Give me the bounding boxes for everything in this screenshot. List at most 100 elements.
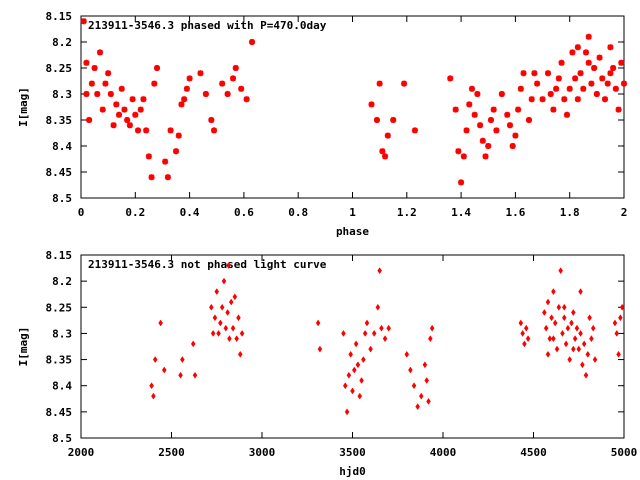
data-point (236, 314, 241, 322)
x-tick-label: 4000 (430, 446, 457, 459)
data-point (604, 80, 611, 87)
data-point (520, 70, 527, 77)
data-point (377, 267, 382, 275)
data-point (572, 75, 579, 82)
data-point (583, 371, 589, 379)
data-point (468, 85, 475, 92)
data-point (239, 329, 245, 337)
data-point (178, 101, 185, 108)
data-point (493, 127, 500, 134)
data-point (158, 319, 163, 327)
data-point (558, 59, 565, 66)
data-point (612, 85, 619, 92)
data-point (161, 366, 167, 374)
data-point (315, 319, 321, 327)
data-point (520, 329, 525, 337)
data-point (411, 382, 417, 390)
data-point (371, 329, 377, 337)
data-point (618, 314, 623, 322)
data-point (353, 340, 359, 348)
data-point (91, 65, 98, 71)
data-point (342, 382, 348, 390)
data-point (539, 96, 546, 103)
data-point (550, 106, 557, 113)
data-point (129, 96, 136, 103)
data-point (415, 403, 420, 411)
data-point (186, 75, 193, 82)
data-point (226, 262, 231, 269)
data-point (619, 303, 625, 311)
x-tick-label: 2 (621, 206, 628, 219)
data-point (224, 91, 231, 97)
data-point (477, 122, 484, 129)
data-point (232, 65, 239, 71)
x-tick-label: 0.2 (125, 206, 145, 219)
data-point (152, 356, 158, 364)
data-point (230, 324, 236, 332)
data-point (149, 382, 154, 390)
data-point (126, 122, 133, 129)
y-tick-label: 8.25 (46, 301, 73, 314)
y-tick-label: 8.4 (52, 380, 72, 393)
data-point (364, 319, 370, 327)
data-point (209, 303, 214, 311)
data-point (221, 277, 227, 285)
data-point (379, 324, 384, 332)
data-point (569, 319, 574, 327)
y-tick-label: 8.2 (52, 36, 72, 49)
y-tick-label: 8.2 (52, 275, 72, 288)
data-point (490, 106, 497, 113)
data-point (113, 101, 120, 108)
data-point (154, 65, 161, 71)
data-point (592, 356, 598, 364)
data-point (362, 329, 368, 337)
data-point (479, 137, 486, 144)
data-point (615, 106, 622, 113)
data-point (346, 371, 352, 379)
x-tick-label: 2000 (68, 446, 95, 459)
data-point (566, 85, 573, 92)
y-tick-label: 8.45 (46, 166, 73, 179)
y-tick-label: 8.15 (46, 249, 73, 262)
data-point (589, 335, 594, 343)
data-point (616, 350, 621, 358)
data-point (517, 85, 524, 92)
data-point (86, 117, 93, 123)
data-point (162, 158, 169, 165)
data-point (145, 153, 152, 160)
y-tick-label: 8.5 (52, 192, 72, 205)
data-point (202, 91, 209, 97)
x-tick-label: 1 (349, 206, 356, 219)
data-point (509, 143, 516, 149)
data-point (607, 44, 614, 51)
data-point (528, 96, 535, 103)
plot-frame (80, 15, 625, 199)
data-point (151, 80, 158, 87)
data-point (563, 340, 569, 348)
data-point (411, 127, 418, 134)
data-point (230, 75, 237, 82)
chart-panel-1: 0 0.2 0.4 0.6 0.8 1 1.2 1.4 1.6 1.8 2 8.15 8.2 8.25 8.… (17, 10, 627, 238)
data-point (216, 329, 221, 337)
data-point (94, 91, 101, 97)
data-point (408, 366, 413, 374)
data-point (561, 96, 568, 103)
data-point (375, 303, 381, 311)
data-point (124, 117, 131, 123)
y-tick-label: 8.35 (46, 354, 73, 367)
data-point (593, 91, 600, 97)
y-axis-label: I[mag] (17, 87, 30, 127)
data-point (357, 392, 363, 400)
data-point (238, 85, 245, 92)
data-point (151, 392, 156, 400)
y-tick-label: 8.45 (46, 406, 73, 419)
data-point (614, 329, 620, 337)
data-point (102, 80, 109, 87)
data-point (452, 106, 459, 113)
data-point (424, 377, 430, 384)
data-point (591, 65, 598, 71)
data-point (384, 132, 391, 139)
data-point (534, 80, 541, 87)
y-tick-label: 8.3 (52, 88, 72, 101)
